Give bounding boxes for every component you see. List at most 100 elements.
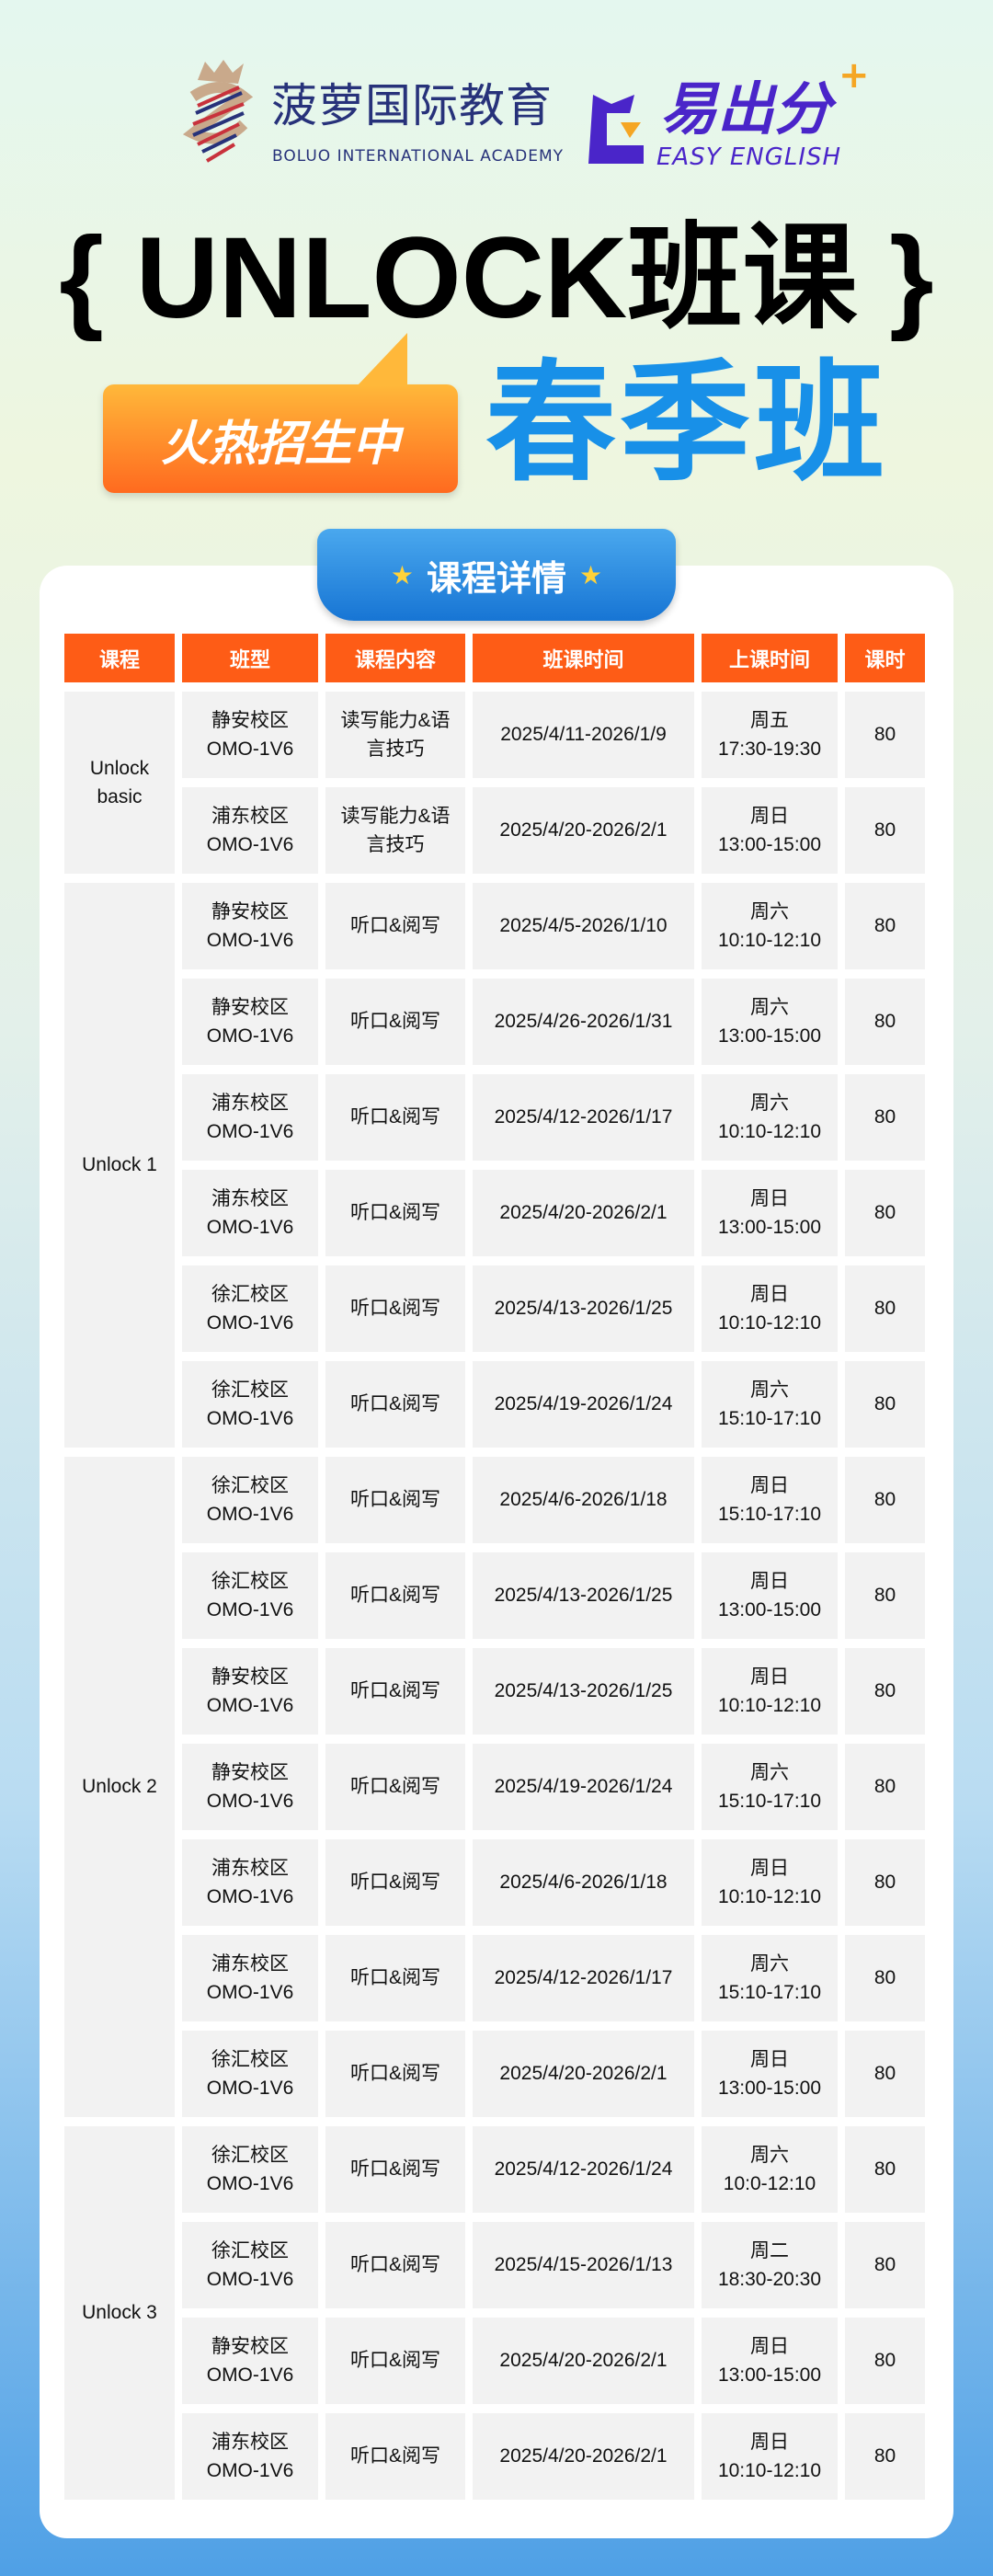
- schedule-cell: 周六 10:0-12:10: [702, 2126, 838, 2213]
- class-type-cell: 徐汇校区 OMO-1V6: [182, 2222, 318, 2308]
- schedule-cell: 周日 13:00-15:00: [702, 1170, 838, 1256]
- class-type-cell: 静安校区 OMO-1V6: [182, 1744, 318, 1830]
- hours-cell: 80: [845, 1265, 925, 1352]
- course-cell: Unlock 2: [64, 1457, 175, 2117]
- column-header: 课时: [845, 634, 925, 682]
- column-header: 班课时间: [473, 634, 694, 682]
- plus-icon: +: [839, 54, 870, 97]
- hours-cell: 80: [845, 2222, 925, 2308]
- schedule-cell: 周六 15:10-17:10: [702, 1935, 838, 2021]
- schedule-cell: 周日 10:10-12:10: [702, 1839, 838, 1926]
- hours-cell: 80: [845, 1744, 925, 1830]
- content-cell: 听口&阅写: [325, 883, 465, 969]
- term-dates-cell: 2025/4/6-2026/1/18: [473, 1839, 694, 1926]
- content-cell: 听口&阅写: [325, 2222, 465, 2308]
- class-type-cell: 徐汇校区 OMO-1V6: [182, 2126, 318, 2213]
- content-cell: 听口&阅写: [325, 2031, 465, 2117]
- class-type-cell: 静安校区 OMO-1V6: [182, 692, 318, 778]
- schedule-cell: 周日 10:10-12:10: [702, 1265, 838, 1352]
- content-cell: 听口&阅写: [325, 1648, 465, 1735]
- class-type-cell: 静安校区 OMO-1V6: [182, 2318, 318, 2404]
- schedule-cell: 周六 10:10-12:10: [702, 1074, 838, 1161]
- term-dates-cell: 2025/4/13-2026/1/25: [473, 1648, 694, 1735]
- class-type-cell: 浦东校区 OMO-1V6: [182, 787, 318, 874]
- course-table: 课程 班型 课程内容 班课时间 上课时间 课时 Unlock basic 静安校区 OMO-1…: [64, 634, 925, 2500]
- class-type-cell: 浦东校区 OMO-1V6: [182, 1074, 318, 1161]
- season-title: 春季班: [485, 348, 888, 499]
- term-dates-cell: 2025/4/20-2026/2/1: [473, 2318, 694, 2404]
- schedule-cell: 周日 13:00-15:00: [702, 2318, 838, 2404]
- class-type-cell: 徐汇校区 OMO-1V6: [182, 1552, 318, 1639]
- boluo-crest-logo: [182, 60, 254, 163]
- section-ribbon: ★ 课程详情 ★: [317, 529, 676, 621]
- term-dates-cell: 2025/4/12-2026/1/17: [473, 1074, 694, 1161]
- class-type-cell: 浦东校区 OMO-1V6: [182, 2413, 318, 2500]
- term-dates-cell: 2025/4/19-2026/1/24: [473, 1744, 694, 1830]
- term-dates-cell: 2025/4/11-2026/1/9: [473, 692, 694, 778]
- class-type-cell: 静安校区 OMO-1V6: [182, 1648, 318, 1735]
- schedule-cell: 周六 15:10-17:10: [702, 1361, 838, 1448]
- hours-cell: 80: [845, 1648, 925, 1735]
- class-type-cell: 徐汇校区 OMO-1V6: [182, 2031, 318, 2117]
- term-dates-cell: 2025/4/19-2026/1/24: [473, 1361, 694, 1448]
- schedule-cell: 周日 13:00-15:00: [702, 1552, 838, 1639]
- term-dates-cell: 2025/4/20-2026/2/1: [473, 1170, 694, 1256]
- content-cell: 听口&阅写: [325, 2318, 465, 2404]
- headline: { UNLOCK班课 }: [59, 214, 934, 342]
- logo-bar: 菠萝国际教育 BOLUO INTERNATIONAL ACADEMY 易出分 +…: [0, 37, 993, 169]
- content-cell: 听口&阅写: [325, 2126, 465, 2213]
- schedule-cell: 周五 17:30-19:30: [702, 692, 838, 778]
- easy-english-logo-mark: [588, 95, 644, 164]
- class-type-cell: 静安校区 OMO-1V6: [182, 979, 318, 1065]
- section-title: 课程详情: [426, 557, 566, 599]
- column-header: 班型: [182, 634, 318, 682]
- content-cell: 读写能力&语 言技巧: [325, 787, 465, 874]
- content-cell: 听口&阅写: [325, 1265, 465, 1352]
- term-dates-cell: 2025/4/26-2026/1/31: [473, 979, 694, 1065]
- column-header: 课程内容: [325, 634, 465, 682]
- schedule-cell: 周六 13:00-15:00: [702, 979, 838, 1065]
- hours-cell: 80: [845, 2031, 925, 2117]
- course-cell: Unlock basic: [64, 692, 175, 874]
- hours-cell: 80: [845, 2318, 925, 2404]
- hours-cell: 80: [845, 1074, 925, 1161]
- hours-cell: 80: [845, 1839, 925, 1926]
- column-header: 课程: [64, 634, 175, 682]
- hours-cell: 80: [845, 1552, 925, 1639]
- hours-cell: 80: [845, 1361, 925, 1448]
- term-dates-cell: 2025/4/12-2026/1/17: [473, 1935, 694, 2021]
- easy-english-name-cn: 易出分: [660, 75, 832, 143]
- term-dates-cell: 2025/4/13-2026/1/25: [473, 1265, 694, 1352]
- content-cell: 听口&阅写: [325, 1457, 465, 1543]
- schedule-cell: 周二 18:30-20:30: [702, 2222, 838, 2308]
- hours-cell: 80: [845, 979, 925, 1065]
- term-dates-cell: 2025/4/20-2026/2/1: [473, 787, 694, 874]
- hours-cell: 80: [845, 1935, 925, 2021]
- term-dates-cell: 2025/4/6-2026/1/18: [473, 1457, 694, 1543]
- class-type-cell: 浦东校区 OMO-1V6: [182, 1839, 318, 1926]
- class-type-cell: 浦东校区 OMO-1V6: [182, 1170, 318, 1256]
- hours-cell: 80: [845, 2126, 925, 2213]
- boluo-name-en: BOLUO INTERNATIONAL ACADEMY: [272, 147, 565, 166]
- hours-cell: 80: [845, 787, 925, 874]
- content-cell: 读写能力&语 言技巧: [325, 692, 465, 778]
- column-header: 上课时间: [702, 634, 838, 682]
- easy-english-name-en: EASY ENGLISH: [656, 143, 842, 171]
- schedule-cell: 周日 10:10-12:10: [702, 2413, 838, 2500]
- class-type-cell: 浦东校区 OMO-1V6: [182, 1935, 318, 2021]
- star-icon: ★: [579, 559, 603, 590]
- term-dates-cell: 2025/4/20-2026/2/1: [473, 2031, 694, 2117]
- schedule-cell: 周日 10:10-12:10: [702, 1648, 838, 1735]
- content-cell: 听口&阅写: [325, 2413, 465, 2500]
- course-cell: Unlock 1: [64, 883, 175, 1448]
- content-cell: 听口&阅写: [325, 1839, 465, 1926]
- schedule-cell: 周六 15:10-17:10: [702, 1744, 838, 1830]
- content-cell: 听口&阅写: [325, 1361, 465, 1448]
- schedule-cell: 周六 10:10-12:10: [702, 883, 838, 969]
- schedule-cell: 周日 13:00-15:00: [702, 2031, 838, 2117]
- hours-cell: 80: [845, 2413, 925, 2500]
- schedule-cell: 周日 13:00-15:00: [702, 787, 838, 874]
- enrolling-badge: 火热招生中: [103, 333, 458, 493]
- term-dates-cell: 2025/4/20-2026/2/1: [473, 2413, 694, 2500]
- class-type-cell: 徐汇校区 OMO-1V6: [182, 1361, 318, 1448]
